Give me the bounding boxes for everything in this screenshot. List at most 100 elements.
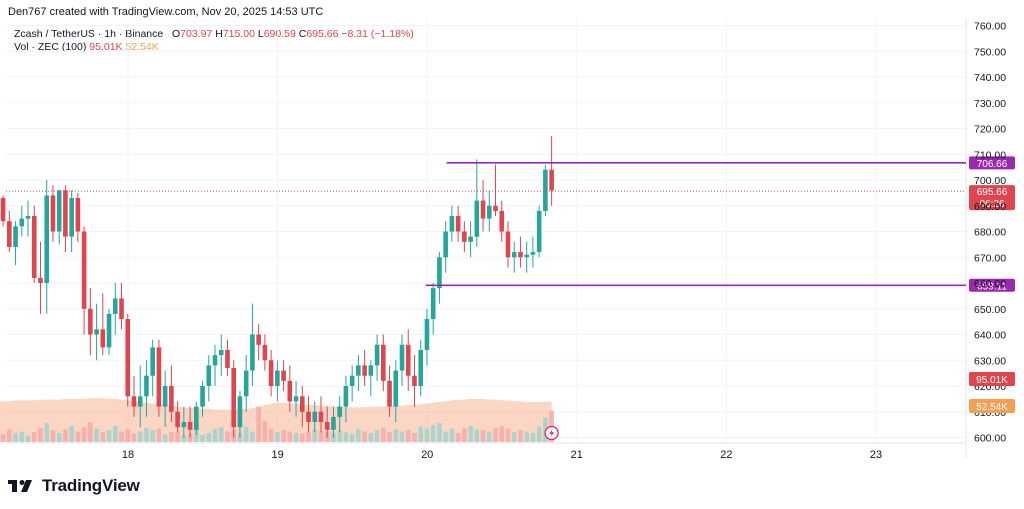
candle — [125, 313, 131, 407]
volume-bar — [162, 434, 168, 442]
candle — [480, 180, 486, 232]
candle-body — [131, 396, 137, 407]
volume-bar — [38, 428, 43, 442]
candle — [281, 360, 286, 392]
volume-value-label: 95.01K — [976, 375, 1008, 386]
volume-bar — [0, 434, 6, 442]
symbol-label[interactable]: Zcash / TetherUS · 1h · Binance — [14, 28, 164, 40]
candle — [499, 200, 505, 242]
candle-body — [13, 226, 18, 247]
candle-body — [405, 344, 411, 376]
candle — [356, 355, 361, 392]
candle-body — [324, 422, 330, 430]
candle — [250, 303, 255, 386]
candle-body — [518, 252, 523, 258]
close-label: C — [298, 28, 307, 40]
candle — [194, 401, 199, 435]
candle — [299, 386, 305, 428]
candle-body — [0, 198, 6, 222]
candle — [374, 334, 380, 381]
candle — [331, 406, 336, 438]
candle — [511, 241, 517, 273]
volume-bar — [443, 431, 448, 442]
candle-body — [187, 422, 193, 430]
volume-ma-value: 52.54K — [125, 41, 159, 53]
candle-body — [144, 375, 149, 397]
candle — [225, 339, 230, 376]
price-tick-label: 760.00 — [974, 21, 1006, 33]
candle-body — [536, 210, 542, 253]
candle-body — [218, 349, 224, 356]
volume-bar — [393, 429, 399, 442]
candle-body — [75, 198, 81, 232]
candle — [206, 355, 212, 402]
candle — [31, 205, 37, 283]
candle — [399, 334, 405, 386]
volume-bar — [19, 431, 25, 442]
candle — [287, 365, 293, 412]
volume-bar — [518, 430, 523, 442]
candle-body — [368, 365, 374, 376]
candle-body — [7, 221, 12, 247]
candle-body — [356, 365, 361, 376]
candle-body — [511, 252, 517, 258]
volume-bar — [31, 432, 37, 442]
last-price-label: 695.66 — [977, 187, 1008, 198]
volume-bar — [387, 432, 392, 442]
volume-bar — [137, 431, 143, 442]
candle — [549, 136, 554, 206]
volume-bar — [530, 432, 536, 442]
candle-body — [318, 411, 324, 423]
volume-value-badge — [969, 372, 1015, 386]
open-label: O — [171, 28, 181, 40]
candle-body — [137, 396, 143, 407]
candle-body — [50, 195, 56, 232]
candle-body — [162, 386, 168, 407]
candle — [81, 226, 87, 335]
time-tick-label: 21 — [571, 449, 583, 461]
candle-body — [250, 334, 255, 371]
candle — [518, 236, 523, 268]
candle — [200, 380, 205, 417]
volume-bar — [349, 433, 355, 442]
candle — [449, 205, 455, 242]
volume-bar — [536, 426, 542, 442]
time-tick-label: 18 — [122, 449, 134, 461]
volume-bar — [144, 428, 149, 442]
candle-body — [194, 406, 199, 430]
candle — [38, 241, 43, 314]
volume-bar — [175, 431, 180, 442]
price-tick-label: 690.00 — [974, 201, 1006, 213]
candle-body — [69, 198, 74, 237]
candle-body — [480, 200, 486, 219]
time-tick-label: 20 — [421, 449, 433, 461]
candle-body — [505, 231, 511, 258]
volume-bar — [287, 431, 293, 442]
volume-bar — [374, 430, 380, 442]
price-tick-label: 640.00 — [974, 330, 1006, 342]
volume-bar — [293, 432, 299, 442]
candle-body — [88, 308, 93, 335]
level-price-badge — [969, 278, 1015, 292]
candle — [106, 308, 112, 356]
volume-bar — [63, 429, 68, 442]
volume-bar — [150, 430, 155, 442]
candle-body — [349, 375, 355, 386]
candle-body — [455, 216, 461, 232]
last-price-badge — [969, 185, 1015, 211]
candle-body — [231, 367, 237, 428]
level-price-label: 659.11 — [977, 281, 1007, 292]
volume-bar — [44, 423, 50, 442]
volume-bar — [275, 432, 280, 442]
candle-body — [112, 298, 118, 314]
change-value: −8.31 (−1.18%) — [341, 28, 414, 40]
volume-bar — [505, 428, 511, 442]
volume-bar — [474, 429, 480, 442]
candle — [256, 324, 261, 361]
volume-label[interactable]: Vol · ZEC (100) — [14, 41, 87, 53]
lightning-icon-bolt — [549, 429, 555, 437]
volume-bar — [405, 430, 411, 442]
price-chart[interactable]: 706.66659.11695.6606:26600.00610.00620.0… — [0, 0, 1024, 470]
candle — [144, 360, 149, 417]
volume-bar — [499, 426, 505, 442]
